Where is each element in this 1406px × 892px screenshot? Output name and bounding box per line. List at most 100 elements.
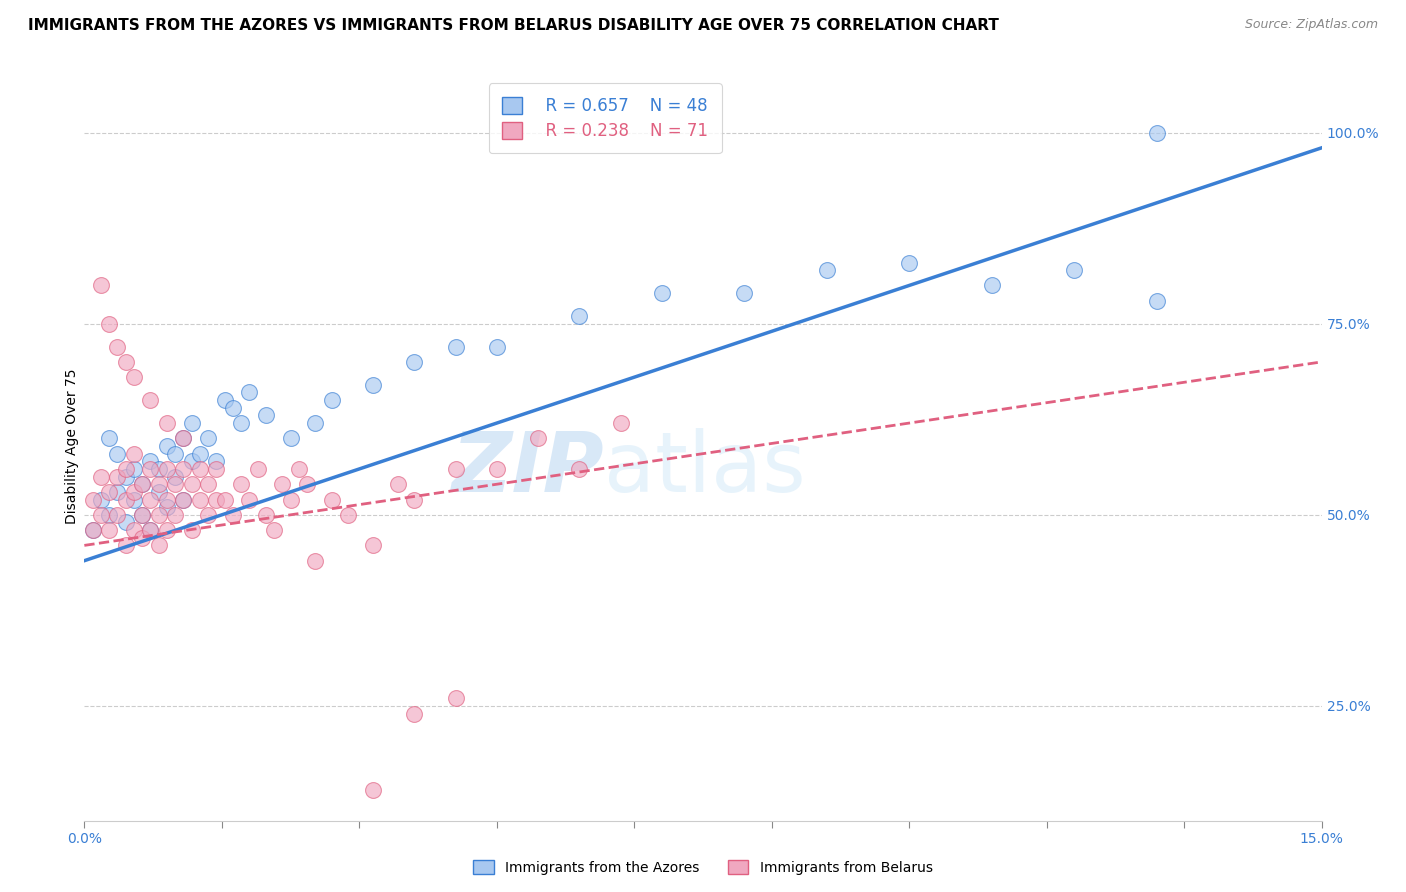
Point <box>139 523 162 537</box>
Point <box>172 431 194 445</box>
Text: atlas: atlas <box>605 428 806 509</box>
Text: IMMIGRANTS FROM THE AZORES VS IMMIGRANTS FROM BELARUS DISABILITY AGE OVER 75 COR: IMMIGRANTS FROM THE AZORES VS IMMIGRANTS… <box>28 18 1000 33</box>
Point <box>197 431 219 445</box>
Point <box>139 492 162 507</box>
Point <box>222 508 245 522</box>
Point <box>148 484 170 499</box>
Point <box>90 278 112 293</box>
Point <box>114 355 136 369</box>
Point <box>156 439 179 453</box>
Point <box>148 538 170 552</box>
Point <box>361 538 384 552</box>
Point <box>205 492 228 507</box>
Point <box>229 477 252 491</box>
Point <box>98 317 121 331</box>
Point <box>105 340 128 354</box>
Point <box>139 454 162 468</box>
Point <box>148 477 170 491</box>
Point <box>105 484 128 499</box>
Point <box>1063 263 1085 277</box>
Point <box>98 484 121 499</box>
Point <box>122 370 145 384</box>
Point <box>180 477 202 491</box>
Point <box>122 447 145 461</box>
Point <box>172 492 194 507</box>
Point <box>1146 126 1168 140</box>
Point <box>139 393 162 408</box>
Point <box>180 523 202 537</box>
Point <box>485 340 508 354</box>
Point <box>197 508 219 522</box>
Text: Source: ZipAtlas.com: Source: ZipAtlas.com <box>1244 18 1378 31</box>
Point <box>568 462 591 476</box>
Point <box>288 462 311 476</box>
Point <box>180 454 202 468</box>
Point <box>321 492 343 507</box>
Point <box>172 431 194 445</box>
Point <box>361 377 384 392</box>
Point <box>98 508 121 522</box>
Point <box>254 409 277 423</box>
Point <box>114 469 136 483</box>
Point <box>114 492 136 507</box>
Point <box>105 469 128 483</box>
Point <box>156 500 179 515</box>
Point <box>156 462 179 476</box>
Point <box>337 508 360 522</box>
Point <box>131 477 153 491</box>
Point <box>568 309 591 323</box>
Point <box>131 508 153 522</box>
Point <box>122 523 145 537</box>
Point <box>246 462 269 476</box>
Point <box>188 462 211 476</box>
Point <box>485 462 508 476</box>
Point <box>82 492 104 507</box>
Point <box>165 477 187 491</box>
Point <box>131 477 153 491</box>
Point <box>205 462 228 476</box>
Point <box>280 492 302 507</box>
Point <box>156 416 179 430</box>
Point <box>172 492 194 507</box>
Point <box>197 477 219 491</box>
Point <box>214 492 236 507</box>
Point <box>898 255 921 269</box>
Point <box>139 523 162 537</box>
Point <box>733 286 755 301</box>
Point <box>131 531 153 545</box>
Point <box>114 516 136 530</box>
Point <box>222 401 245 415</box>
Point <box>444 691 467 706</box>
Point <box>172 462 194 476</box>
Point <box>114 538 136 552</box>
Point <box>90 469 112 483</box>
Point <box>815 263 838 277</box>
Point <box>139 462 162 476</box>
Point <box>527 431 550 445</box>
Point <box>98 523 121 537</box>
Point <box>122 484 145 499</box>
Point <box>122 462 145 476</box>
Point <box>188 447 211 461</box>
Point <box>105 508 128 522</box>
Point <box>180 416 202 430</box>
Point <box>321 393 343 408</box>
Point <box>148 462 170 476</box>
Point <box>304 416 326 430</box>
Point <box>205 454 228 468</box>
Point <box>114 462 136 476</box>
Point <box>156 523 179 537</box>
Point <box>90 508 112 522</box>
Point <box>1146 293 1168 308</box>
Point <box>271 477 294 491</box>
Point <box>295 477 318 491</box>
Point <box>280 431 302 445</box>
Point <box>98 431 121 445</box>
Point <box>444 340 467 354</box>
Point <box>304 554 326 568</box>
Point <box>238 385 260 400</box>
Point <box>188 492 211 507</box>
Point <box>82 523 104 537</box>
Point <box>238 492 260 507</box>
Point <box>404 355 426 369</box>
